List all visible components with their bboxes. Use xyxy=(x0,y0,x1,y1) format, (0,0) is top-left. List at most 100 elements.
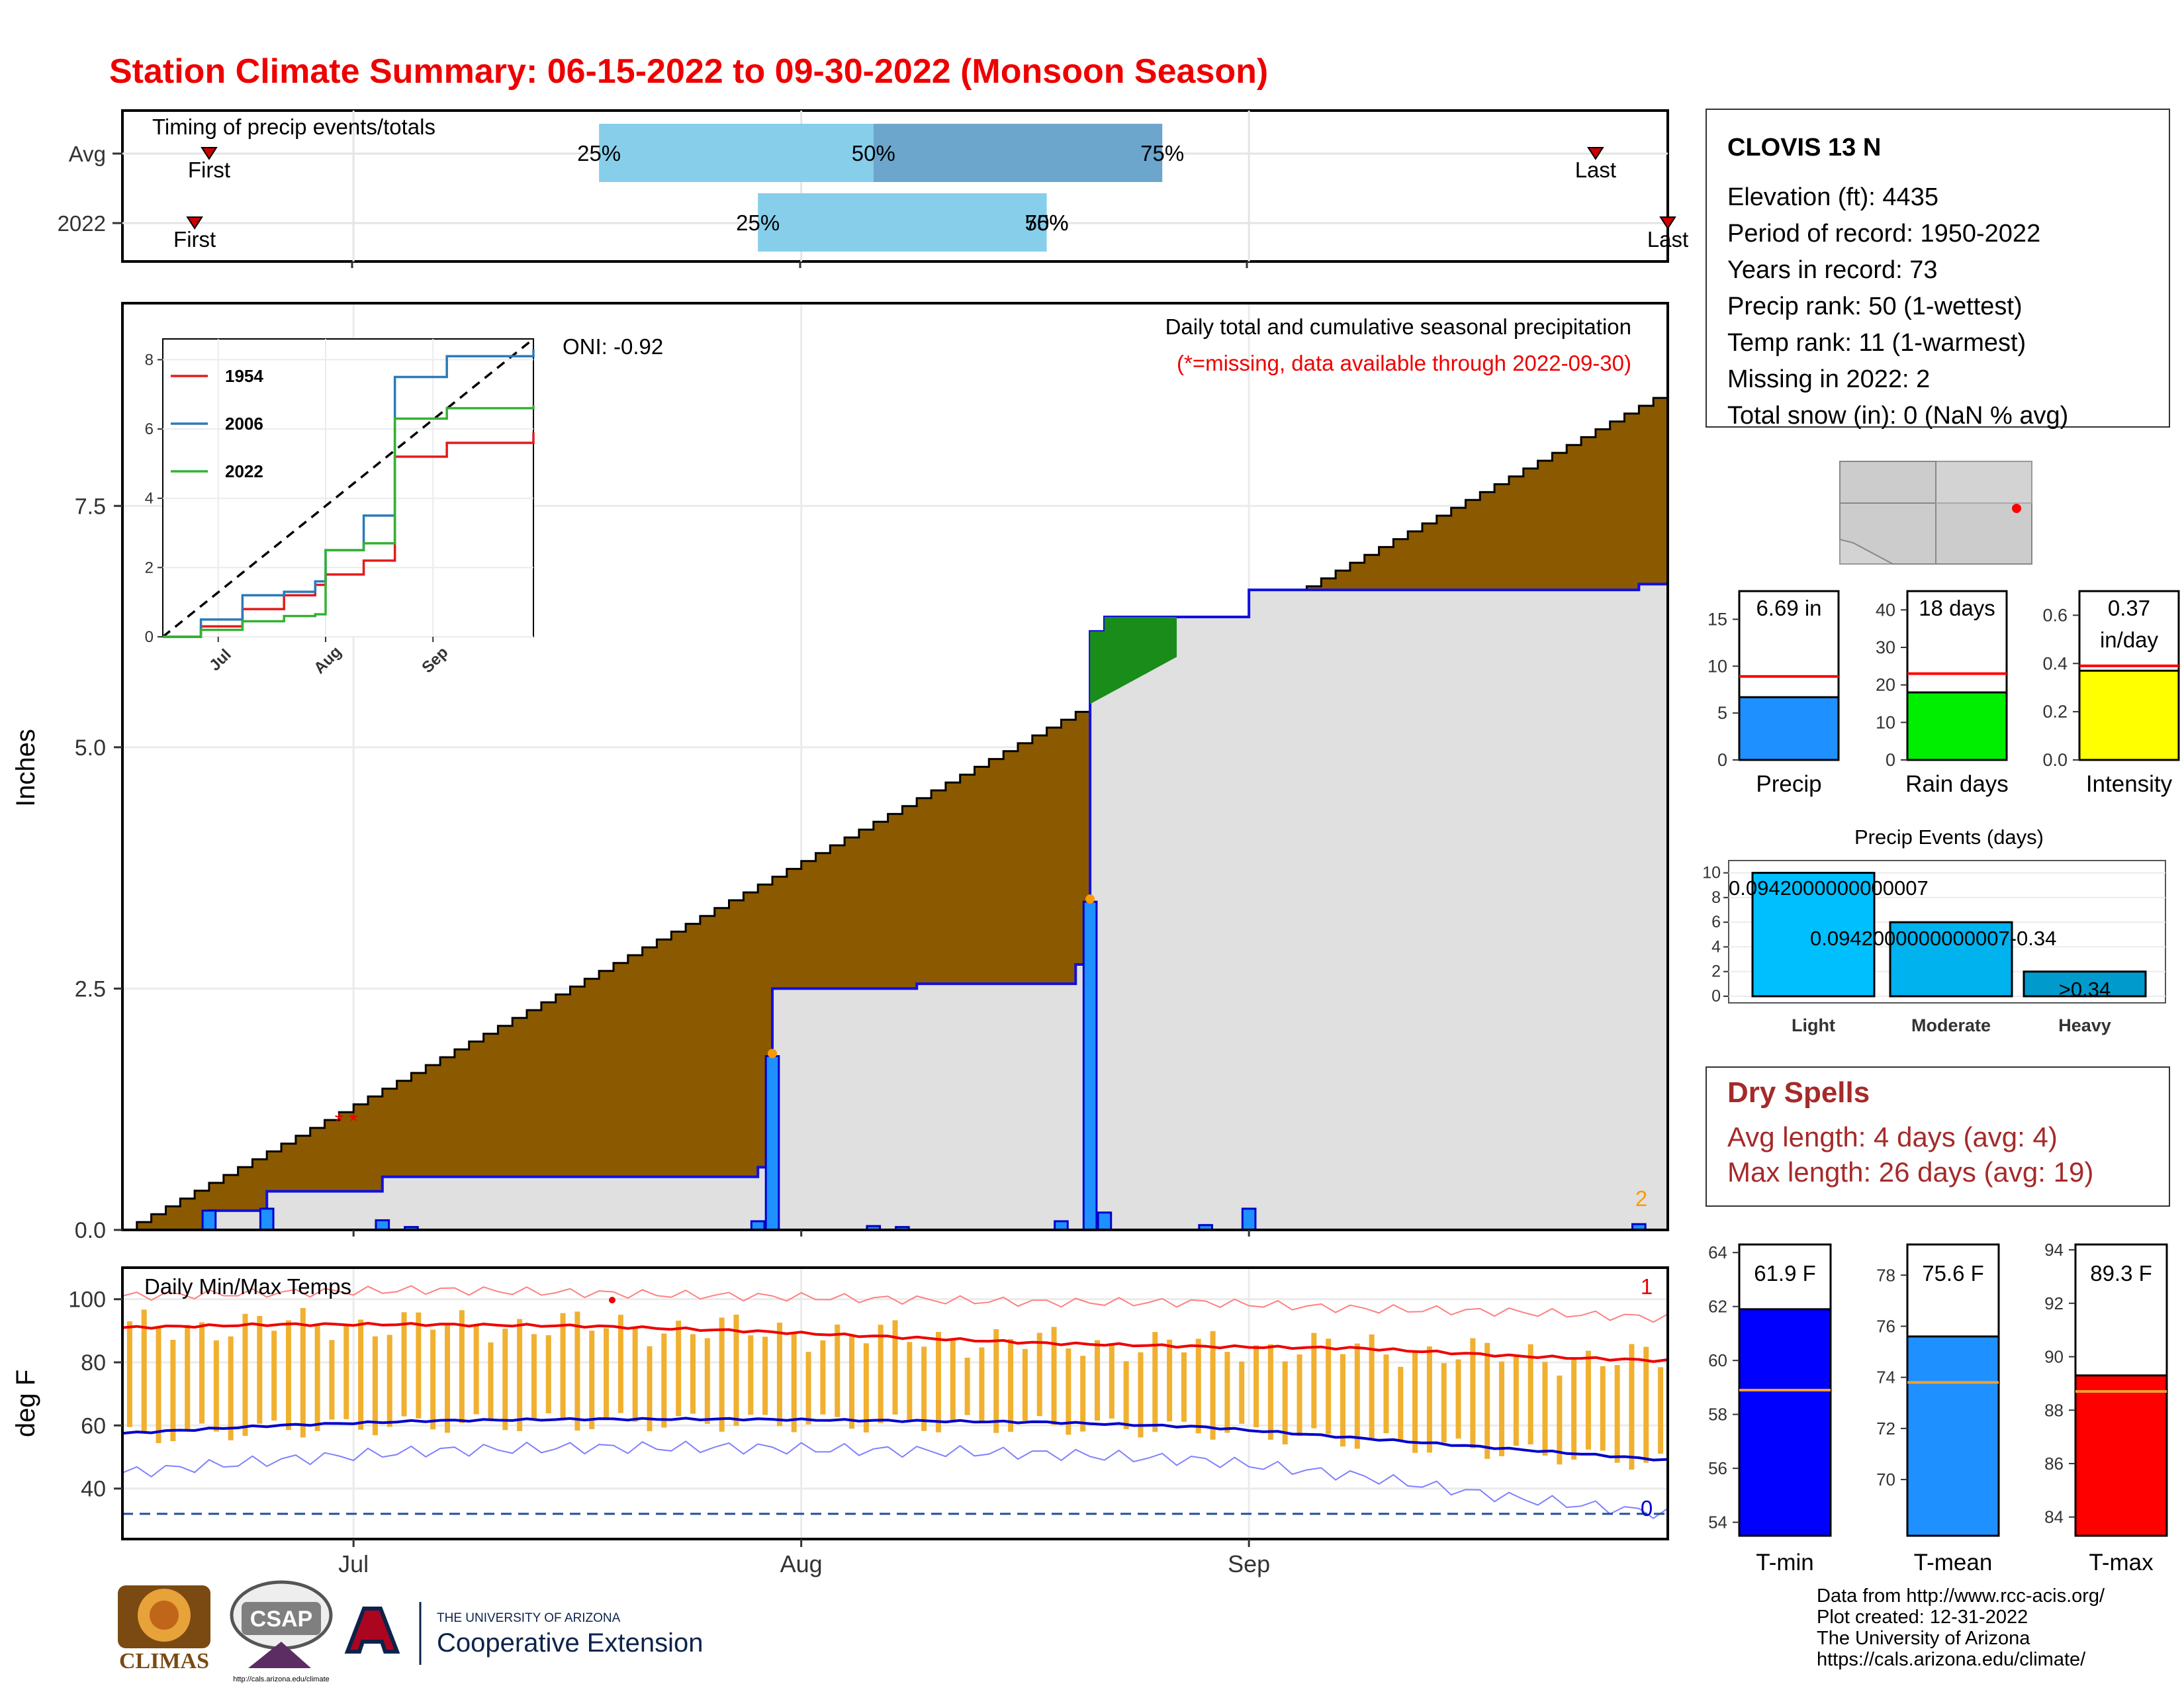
temp-count-bottom: 0 xyxy=(1641,1496,1653,1521)
temp-summary-label-1: T-mean xyxy=(1914,1550,1993,1575)
avg-p75-label: 75% xyxy=(1140,141,1184,165)
inset-ytick-label: 6 xyxy=(145,420,154,438)
dry-spells-title: Dry Spells xyxy=(1727,1076,1870,1109)
daily-precip-bar xyxy=(1241,1207,1257,1231)
daily-temp-bar xyxy=(1210,1331,1216,1440)
daily-temp-bar xyxy=(545,1335,551,1413)
avg-max-line xyxy=(122,1321,1668,1363)
daily-temp-bar xyxy=(459,1310,465,1423)
daily-temp-bar xyxy=(1412,1350,1418,1453)
daily-temp-bar xyxy=(1022,1348,1028,1421)
summary-ytick-label: 0.4 xyxy=(2042,653,2068,673)
station-name: CLOVIS 13 N xyxy=(1727,134,1881,162)
summary-ytick-label: 0.0 xyxy=(2042,750,2068,770)
precip-ytick-label: 5.0 xyxy=(75,735,106,761)
daily-temp-bar xyxy=(358,1319,364,1430)
daily-temp-bar xyxy=(213,1340,219,1432)
daily-temp-bar xyxy=(1152,1332,1158,1432)
events-bar-light xyxy=(1751,872,1876,998)
daily-temp-bar xyxy=(343,1325,349,1419)
daily-temp-bar xyxy=(242,1313,248,1436)
daily-temp-bar xyxy=(1267,1344,1273,1440)
summary-ytick-label: 10 xyxy=(1707,656,1727,676)
events-label-moderate: 0.0942000000000007-0.34 xyxy=(1810,927,2056,950)
temp-summary-ytick-label: 84 xyxy=(2044,1507,2064,1527)
daily-temp-bar xyxy=(1585,1350,1591,1450)
precip-ylabel: Inches xyxy=(11,729,40,807)
inset-ytick-label: 4 xyxy=(145,490,154,508)
daily-temp-bar xyxy=(1326,1338,1332,1434)
daily-temp-bar xyxy=(1527,1344,1533,1445)
daily-temp-bar xyxy=(776,1323,782,1427)
daily-temp-bar xyxy=(589,1331,595,1430)
daily-temp-bar xyxy=(1470,1338,1476,1449)
daily-temp-bar xyxy=(1095,1340,1101,1421)
daily-temp-bar xyxy=(805,1352,811,1425)
station-info-line: Period of record: 1950-2022 xyxy=(1727,220,2040,248)
timing-panel: Timing of precip events/totals Avg 2022 … xyxy=(58,109,1688,263)
daily-temp-bar xyxy=(878,1325,884,1423)
events-bar-moderate xyxy=(1889,921,2013,998)
daily-temp-bar xyxy=(950,1338,956,1422)
summary-ytick-label: 30 xyxy=(1876,637,1895,657)
credit-line: Plot created: 12-31-2022 xyxy=(1817,1607,2028,1628)
y2022-first-marker xyxy=(186,216,203,230)
daily-temp-bar xyxy=(993,1329,999,1433)
locator-map xyxy=(1839,461,2032,565)
events-title: Precip Events (days) xyxy=(1854,825,2044,849)
daily-temp-bar xyxy=(1253,1345,1259,1428)
daily-temp-bar xyxy=(733,1314,739,1426)
avg-first-label: First xyxy=(188,158,230,182)
station-info-line: Years in record: 73 xyxy=(1727,256,1938,284)
daily-temp-bar xyxy=(1426,1346,1432,1453)
daily-temp-bar xyxy=(401,1312,407,1417)
daily-precip-marker xyxy=(768,1049,778,1058)
avg-last-marker xyxy=(1587,147,1604,160)
climas-text: CLIMAS xyxy=(119,1649,209,1673)
y2022-bar-25-75 xyxy=(758,193,1047,252)
inset-line-2022 xyxy=(163,404,535,638)
daily-temp-bar xyxy=(473,1326,479,1415)
avg-bar-25-50 xyxy=(599,124,874,182)
daily-temp-bar xyxy=(1571,1359,1577,1460)
cumulative-excess-area xyxy=(1090,616,1177,704)
temp-count-top: 1 xyxy=(1641,1274,1653,1299)
daily-temp-bar xyxy=(661,1333,667,1428)
station-location-marker xyxy=(2012,504,2021,513)
ua-line1: THE UNIVERSITY OF ARIZONA xyxy=(437,1611,621,1625)
daily-temp-bar xyxy=(1036,1333,1042,1417)
station-box: CLOVIS 13 N Elevation (ft): 4435 Period o… xyxy=(1706,109,2170,430)
inset-legend-label: 1954 xyxy=(225,366,263,386)
daily-temp-bar xyxy=(156,1328,161,1444)
temp-ytick-label: 60 xyxy=(81,1413,106,1438)
station-info-line: Temp rank: 11 (1-warmest) xyxy=(1727,329,2026,357)
daily-temp-bar xyxy=(979,1347,985,1423)
daily-precip-bar xyxy=(764,1055,780,1231)
daily-temp-bar xyxy=(574,1311,580,1431)
daily-temp-bar xyxy=(849,1336,855,1429)
daily-temp-bar xyxy=(126,1321,132,1427)
daily-temp-bar xyxy=(445,1323,451,1433)
avg-p25-label: 25% xyxy=(577,141,621,165)
summary-ytick-label: 0.2 xyxy=(2042,702,2068,722)
credit-line: https://cals.arizona.edu/climate/ xyxy=(1817,1649,2086,1670)
record-high-line xyxy=(122,1285,1668,1323)
daily-temp-bar xyxy=(1369,1334,1375,1439)
daily-temp-bar xyxy=(690,1334,696,1414)
avg-p50-label: 50% xyxy=(852,141,895,165)
daily-temp-bar xyxy=(835,1324,841,1417)
daily-temp-bar xyxy=(1658,1367,1664,1454)
daily-temp-bar xyxy=(935,1332,941,1432)
temp-summary-ytick-label: 76 xyxy=(1876,1317,1895,1336)
daily-temp-bar xyxy=(1499,1361,1505,1456)
csap-logo: CSAP http://cals.arizona.edu/climate xyxy=(230,1580,333,1683)
daily-precip-bar xyxy=(375,1219,390,1231)
temp-panel-label: Daily Min/Max Temps xyxy=(144,1274,351,1299)
station-info-line: Precip rank: 50 (1-wettest) xyxy=(1727,293,2023,320)
daily-temp-bar xyxy=(676,1321,682,1417)
dry-spells-max: Max length: 26 days (avg: 19) xyxy=(1727,1156,2093,1188)
dry-spells-avg: Avg length: 4 days (avg: 4) xyxy=(1727,1121,2058,1152)
avg-bar-50-75 xyxy=(873,124,1163,182)
